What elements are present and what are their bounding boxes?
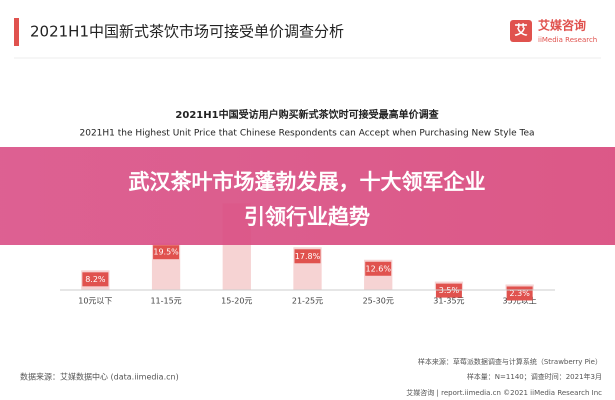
value-label-box	[435, 283, 462, 298]
sample-source: 样本来源：草莓派数据调查与计算系统（Strawberry Pie）	[418, 357, 602, 366]
value-label-box	[365, 261, 392, 276]
logo-sub: iiMedia Research	[538, 36, 597, 44]
x-tick-label: 31-35元	[433, 297, 464, 306]
x-tick-label: 11-15元	[150, 297, 181, 306]
value-label: 19.5%	[153, 248, 179, 257]
banner-line: 武汉茶叶市场蓬勃发展，十大领军企业	[129, 170, 486, 194]
value-label-box	[153, 245, 180, 260]
title-accent	[14, 18, 19, 46]
chart-title: 2021H1中国受访用户购买新式茶饮时可接受最高单价调查	[175, 108, 439, 121]
value-label: 12.6%	[366, 264, 392, 273]
value-label: 17.8%	[295, 252, 321, 261]
value-label: 3.5%	[439, 286, 460, 295]
x-tick-label: 25-30元	[363, 297, 394, 306]
logo: 艾媒咨询	[538, 18, 586, 33]
logo-icon-box	[510, 20, 532, 42]
chart-subtitle: 2021H1 the Highest Unit Price that Chine…	[80, 129, 535, 139]
value-label-box	[294, 249, 321, 264]
brand: 艾媒咨询 | report.iimedia.cn ©2021 iiMedia R…	[406, 388, 602, 397]
x-tick-label: 15-20元	[221, 297, 252, 306]
x-tick-label: 10元以下	[78, 297, 112, 306]
x-tick-label: 21-25元	[292, 297, 323, 306]
banner-line: 引领行业趋势	[244, 205, 370, 229]
value-label-box	[82, 272, 109, 287]
value-label: 8.2%	[85, 275, 106, 284]
source: 数据来源：艾媒数据中心 (data.iimedia.cn)	[20, 372, 179, 382]
x-tick-label: 35元以上	[503, 297, 537, 306]
logo-icon: 艾	[514, 23, 527, 39]
value-label: 2.3%	[509, 289, 530, 298]
sample-size: 样本量：N=1140；调查时间：2021年3月	[467, 372, 602, 381]
banner	[0, 147, 615, 245]
page-title: 2021H1中国新式茶饮市场可接受单价调查分析	[30, 23, 344, 41]
